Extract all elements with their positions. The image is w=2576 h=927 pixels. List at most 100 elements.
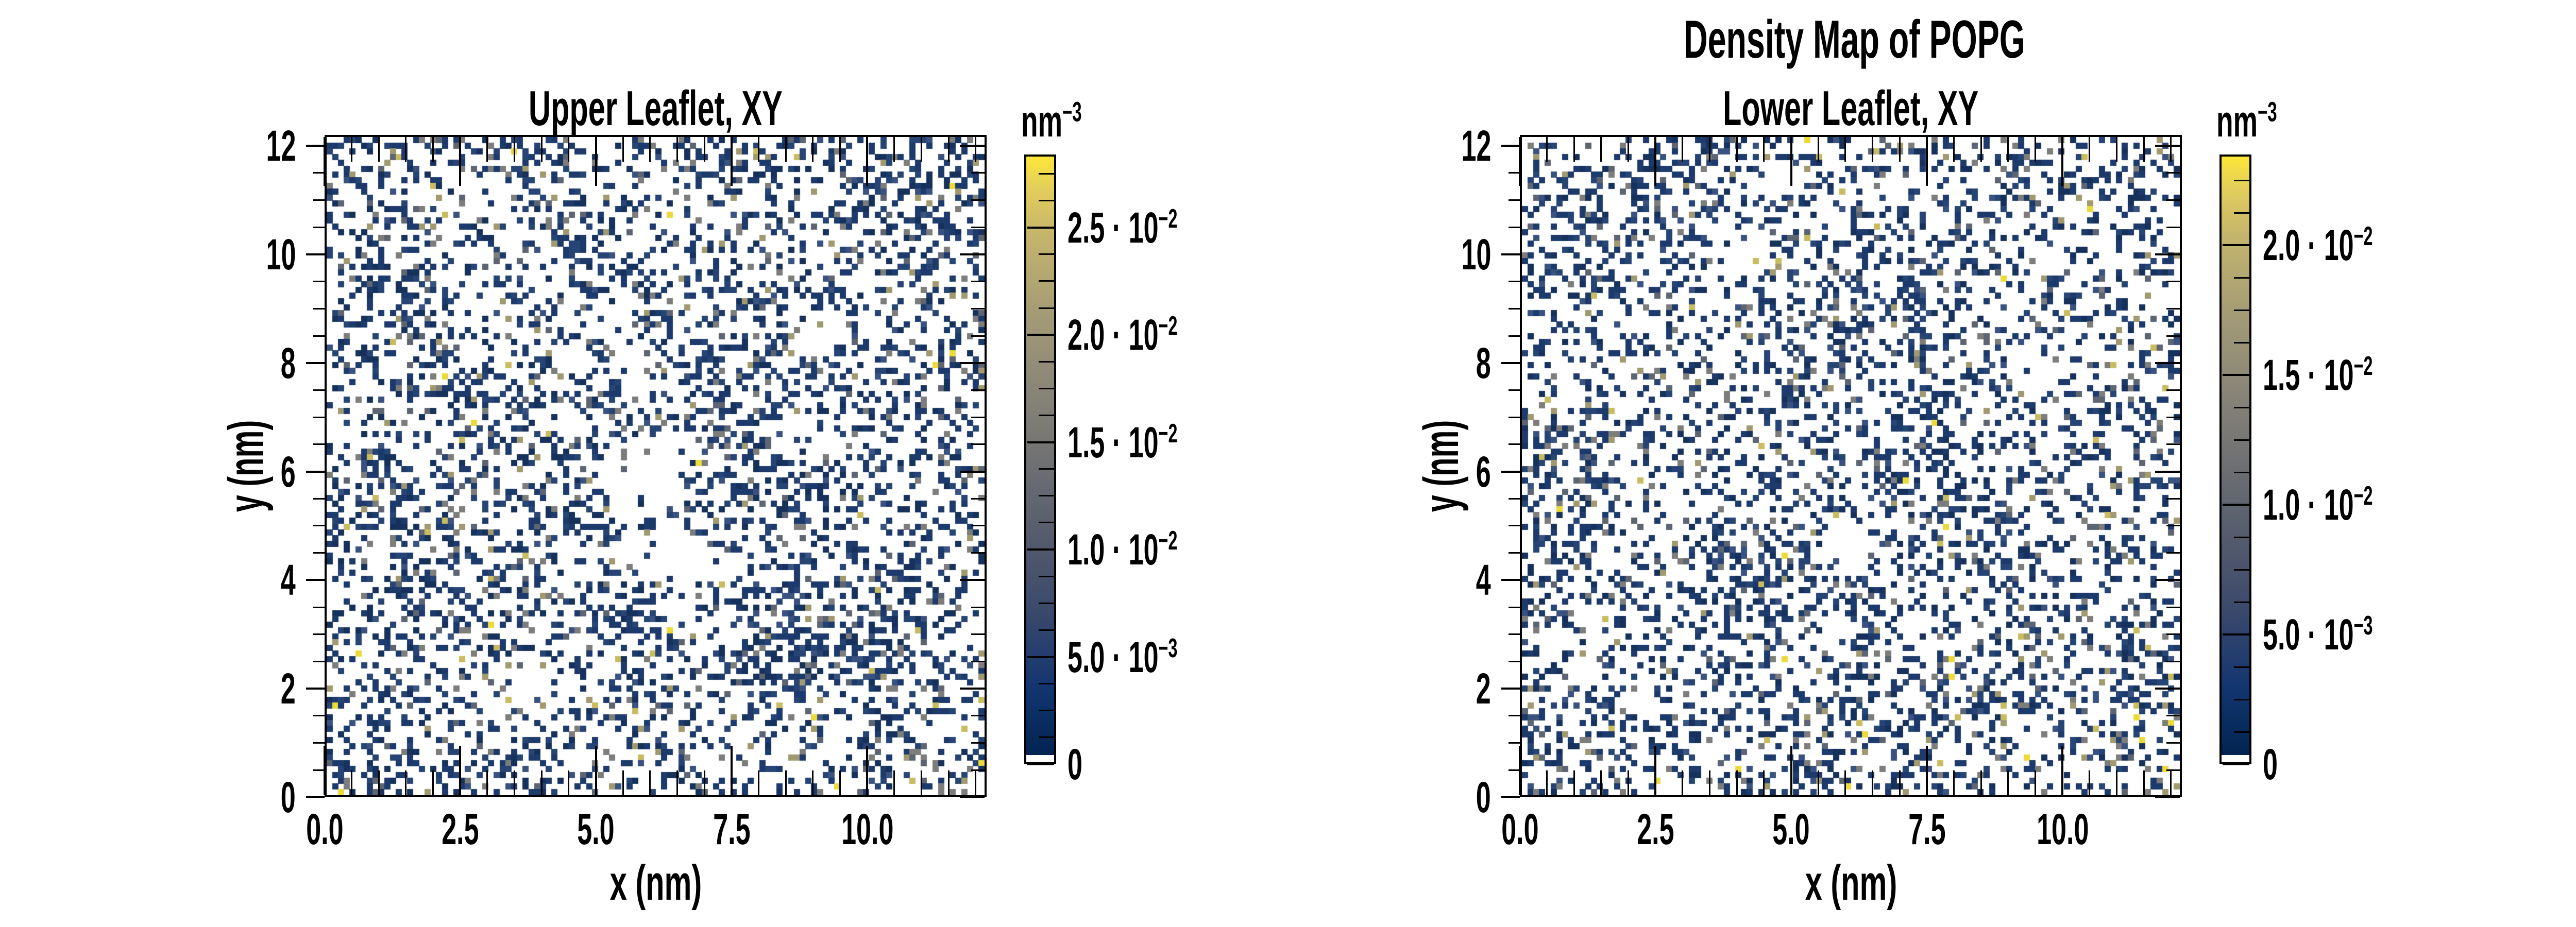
- density-heatmap-canvas: [327, 137, 985, 795]
- x-axis-minor-tick: [1573, 770, 1575, 795]
- x-axis-minor-tick-top: [1980, 137, 1982, 162]
- colorbar-tick-label: 5.0 · 10−3: [2263, 610, 2373, 659]
- colorbar-major-tick: [1027, 548, 1054, 551]
- y-axis-minor-tick: [1509, 742, 1520, 744]
- y-axis-minor-tick-right: [971, 606, 985, 608]
- y-axis-minor-tick: [1509, 633, 1520, 636]
- y-axis-minor-tick-right: [971, 742, 985, 744]
- colorbar-minor-tick: [2234, 536, 2249, 538]
- y-axis-minor-tick: [313, 552, 325, 554]
- x-axis-minor-tick: [622, 770, 624, 795]
- x-axis-minor-tick: [1763, 770, 1765, 795]
- x-axis-minor-tick: [812, 770, 814, 795]
- x-axis-minor-tick-top: [540, 137, 543, 162]
- y-axis-minor-tick: [1509, 715, 1520, 717]
- x-axis-minor-tick-top: [432, 137, 434, 162]
- x-axis-minor-tick: [2007, 770, 2009, 795]
- y-axis-minor-tick-right: [2166, 199, 2180, 201]
- y-axis-major-tick: [1501, 362, 1520, 364]
- x-axis-minor-tick-top: [649, 137, 651, 162]
- x-axis-minor-tick-top: [378, 137, 380, 162]
- y-axis-minor-tick: [313, 307, 325, 310]
- colorbar-unit: nm−3: [1021, 97, 1082, 146]
- y-axis-major-tick-right: [960, 688, 985, 690]
- y-axis-major-tick-right: [2155, 362, 2180, 364]
- y-axis-major-tick: [306, 470, 325, 473]
- y-axis-minor-tick: [313, 715, 325, 717]
- y-axis-minor-tick-right: [971, 281, 985, 283]
- x-axis-major-tick-top: [730, 137, 733, 186]
- y-tick-label: 10: [266, 230, 296, 279]
- x-axis-minor-tick-top: [1763, 137, 1765, 162]
- x-axis-major-tick: [1654, 746, 1657, 795]
- y-tick-label: 2: [1476, 664, 1491, 713]
- x-axis-major-tick-top: [1790, 137, 1792, 186]
- y-axis-minor-tick-right: [971, 199, 985, 201]
- y-tick-label: 12: [266, 122, 296, 170]
- y-axis-major-tick: [1501, 145, 1520, 147]
- x-axis-major-tick: [1519, 746, 1521, 795]
- y-axis-minor-tick: [1509, 660, 1520, 662]
- y-axis-minor-tick: [313, 660, 325, 662]
- colorbar: [1024, 154, 1056, 764]
- x-axis-minor-tick-top: [486, 137, 488, 162]
- colorbar-minor-tick: [2234, 666, 2249, 668]
- x-axis-major-tick-top: [1654, 137, 1657, 186]
- x-axis-minor-tick-top: [839, 137, 841, 162]
- y-axis-minor-tick-right: [971, 226, 985, 228]
- colorbar-zero-strip: [1026, 755, 1054, 762]
- colorbar-minor-tick: [1039, 173, 1054, 175]
- y-axis-minor-tick-right: [2166, 335, 2180, 337]
- y-axis-minor-tick-right: [971, 660, 985, 662]
- y-tick-label: 8: [1476, 338, 1491, 387]
- colorbar-minor-tick: [1039, 200, 1054, 202]
- y-axis-major-tick-right: [2155, 579, 2180, 581]
- y-axis-minor-tick: [1509, 307, 1520, 310]
- x-axis-minor-tick-top: [1899, 137, 1901, 162]
- y-axis-minor-tick-right: [971, 307, 985, 310]
- colorbar-minor-tick: [2234, 471, 2249, 473]
- colorbar-minor-tick: [2234, 341, 2249, 344]
- y-axis-major-tick-right: [960, 796, 985, 798]
- y-tick-label: 6: [281, 447, 296, 496]
- x-axis-minor-tick: [1899, 770, 1901, 795]
- colorbar: [2219, 154, 2251, 764]
- plot-area-upper-leaflet: [325, 135, 987, 797]
- colorbar-minor-tick: [2234, 277, 2249, 279]
- x-tick-label: 2.5: [442, 805, 479, 853]
- colorbar-minor-tick: [1039, 683, 1054, 685]
- x-axis-label: x (nm): [609, 855, 702, 911]
- y-tick-label: 10: [1461, 230, 1491, 279]
- y-axis-minor-tick: [1509, 606, 1520, 608]
- y-axis-minor-tick: [1509, 281, 1520, 283]
- colorbar-tick-label: 1.0 · 10−2: [1067, 525, 1178, 574]
- y-axis-major-tick-right: [2155, 145, 2180, 147]
- x-axis-minor-tick-top: [1736, 137, 1738, 162]
- y-axis-minor-tick: [1509, 769, 1520, 771]
- colorbar-major-tick: [2223, 244, 2249, 247]
- x-axis-minor-tick-top: [2116, 137, 2118, 162]
- x-axis-major-tick-top: [324, 137, 326, 186]
- x-axis-minor-tick: [1682, 770, 1684, 795]
- colorbar-major-tick: [2223, 504, 2249, 506]
- x-axis-minor-tick: [2170, 770, 2172, 795]
- y-tick-label: 4: [1476, 556, 1491, 605]
- colorbar-major-tick: [1027, 226, 1054, 229]
- y-axis-minor-tick-right: [2166, 443, 2180, 445]
- x-axis-minor-tick: [2116, 770, 2118, 795]
- panel-title: Upper Leaflet, XY: [325, 82, 987, 135]
- y-axis-minor-tick-right: [971, 633, 985, 636]
- x-axis-major-tick-top: [1519, 137, 1521, 186]
- y-axis-major-tick: [1501, 253, 1520, 255]
- colorbar-tick-label: 1.5 · 10−2: [2263, 351, 2373, 400]
- x-axis-minor-tick-top: [703, 137, 705, 162]
- y-axis-major-tick-right: [2155, 688, 2180, 690]
- colorbar-tick-label: 0: [1067, 740, 1082, 788]
- x-axis-minor-tick: [975, 770, 977, 795]
- x-axis-major-tick: [324, 746, 326, 795]
- y-axis-minor-tick-right: [971, 172, 985, 174]
- y-axis-major-tick: [306, 579, 325, 581]
- x-axis-minor-tick-top: [975, 137, 977, 162]
- x-axis-minor-tick-top: [1628, 137, 1630, 162]
